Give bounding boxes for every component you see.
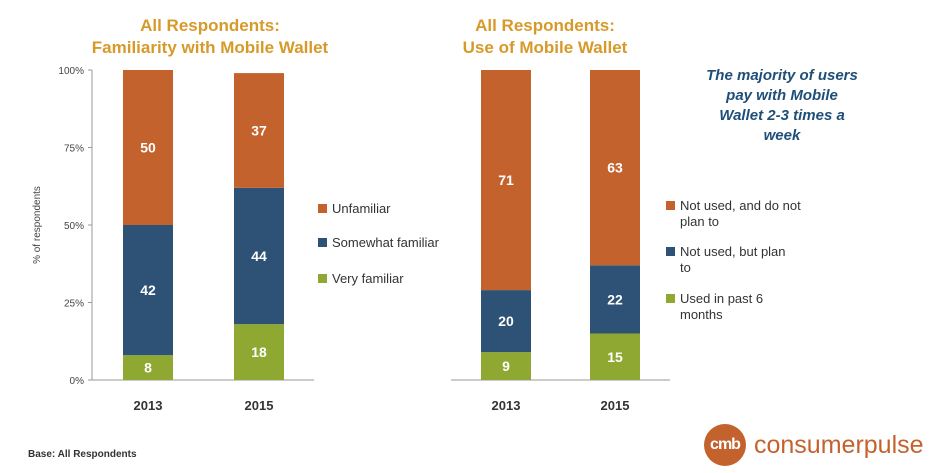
footnote: Base: All Respondents	[28, 449, 137, 460]
chart1-legend-label: Unfamiliar	[332, 201, 391, 216]
chart1-legend-label: Somewhat familiar	[332, 235, 440, 250]
callout-line-1: The majority of users	[706, 67, 858, 84]
callout-line-4: week	[763, 127, 801, 144]
chart1-data-label: 8	[144, 360, 152, 376]
chart1-data-label: 50	[140, 140, 156, 156]
chart1-bar-segment	[234, 73, 284, 188]
chart2-bar-segment	[590, 265, 640, 334]
callout-line-2: pay with Mobile	[726, 87, 838, 104]
chart2-data-label: 22	[607, 291, 623, 307]
chart1-title-line1: All Respondents:	[140, 16, 280, 35]
logo-wordmark: consumerpulse	[754, 431, 924, 459]
chart2-legend-swatch	[666, 201, 675, 210]
chart2-bar-segment	[590, 333, 640, 380]
chart2-bar-segment	[481, 352, 531, 380]
chart1-y-tick-label: 50%	[64, 221, 84, 232]
callout-text: The majority of users pay with Mobile Wa…	[668, 66, 896, 146]
chart2-bar-segment	[481, 70, 531, 291]
chart2-title-line2: Use of Mobile Wallet	[462, 38, 628, 57]
chart2-bar-segment	[481, 290, 531, 353]
chart1-bar-segment	[123, 355, 173, 380]
chart1-legend-swatch	[318, 274, 327, 283]
chart1-bar-segment	[234, 187, 284, 325]
chart1-y-tick-label: 100%	[58, 66, 84, 77]
chart2-legend-swatch	[666, 247, 675, 256]
chart2-legend-swatch	[666, 294, 675, 303]
chart2-legend-label: Not used, but plan to	[680, 244, 786, 275]
chart2-title: All Respondents: Use of Mobile Wallet	[420, 15, 670, 59]
chart2-title-line1: All Respondents:	[475, 16, 615, 35]
logo-mark-icon: cmb	[704, 424, 746, 466]
chart1-bar-segment	[123, 225, 173, 356]
chart2-data-label: 20	[498, 313, 514, 329]
chart2-category-label: 2013	[492, 398, 521, 413]
brand-logo: cmb consumerpulse	[704, 424, 924, 468]
chart1-y-axis-label: % of respondents	[32, 186, 43, 264]
chart1-legend-swatch	[318, 204, 327, 213]
chart1-legend-swatch	[318, 238, 327, 247]
chart1-title-line2: Familiarity with Mobile Wallet	[91, 38, 329, 57]
chart1-legend-label: Very familiar	[332, 271, 404, 286]
chart1-category-label: 2013	[134, 398, 163, 413]
chart1-y-tick-label: 0%	[70, 376, 85, 387]
chart1-data-label: 44	[251, 248, 267, 264]
chart1-data-label: 18	[251, 344, 267, 360]
chart1-bar-segment	[234, 324, 284, 380]
chart1-data-label: 37	[251, 122, 267, 138]
callout-line-3: Wallet 2-3 times a	[719, 107, 845, 124]
chart2-data-label: 9	[502, 358, 510, 374]
chart1-title: All Respondents: Familiarity with Mobile…	[60, 15, 360, 59]
chart2-data-label: 63	[607, 160, 623, 176]
chart2-category-label: 2015	[601, 398, 630, 413]
chart2-legend-label: Used in past 6 months	[680, 291, 763, 322]
chart1-y-tick-label: 25%	[64, 299, 84, 310]
chart1-y-tick-label: 75%	[64, 144, 84, 155]
chart2-bar-segment	[590, 70, 640, 266]
chart1-category-label: 2015	[245, 398, 274, 413]
chart2-data-label: 15	[607, 349, 623, 365]
chart2-legend-label: Not used, and do not plan to	[680, 198, 801, 229]
chart1-bar-segment	[123, 70, 173, 225]
chart1-data-label: 42	[140, 282, 156, 298]
chart2-data-label: 71	[498, 172, 514, 188]
